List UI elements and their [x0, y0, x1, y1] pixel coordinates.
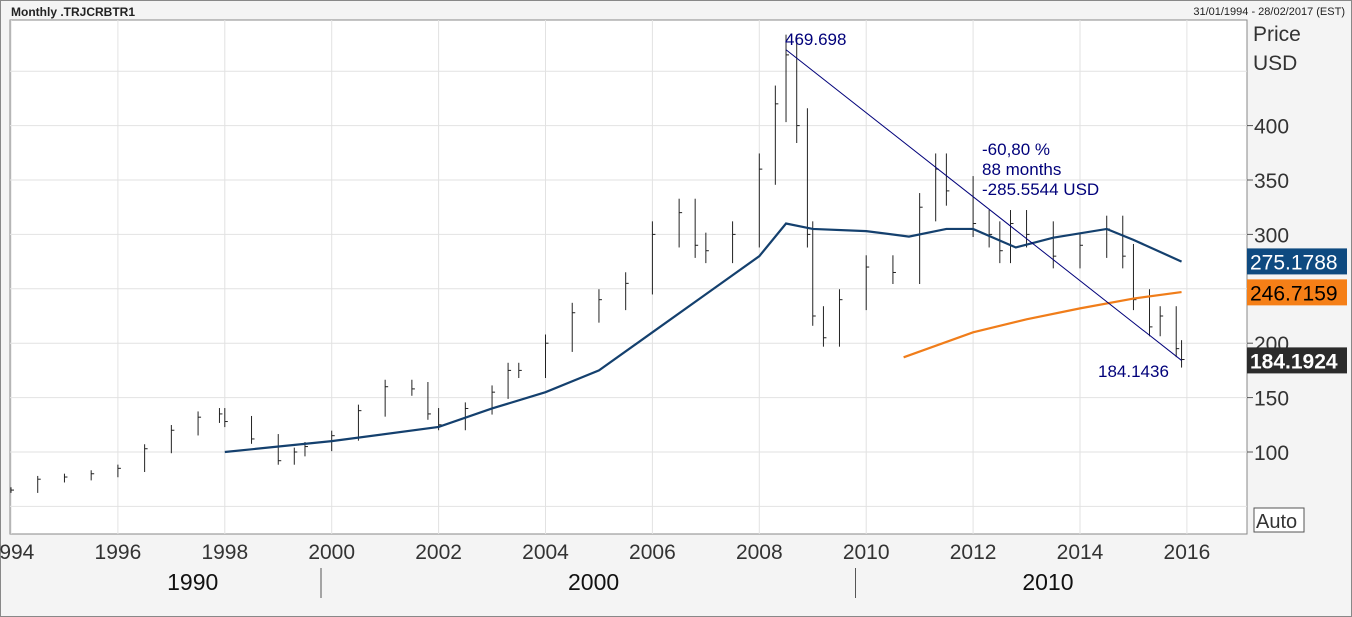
last-value-tag	[1247, 248, 1347, 275]
x-tick-label: 2014	[1057, 541, 1104, 564]
last-value-label: 184.1924	[1250, 350, 1338, 373]
trend-stat: 88 months	[982, 160, 1061, 179]
decade-label: 1990	[167, 569, 218, 595]
x-tick-label: 2002	[415, 541, 462, 564]
trend-high-label: 469.698	[785, 30, 846, 49]
chart-title: Monthly .TRJCRBTR1	[11, 5, 135, 19]
x-tick-label: 2016	[1164, 541, 1211, 564]
y-axis-label: Price	[1253, 23, 1301, 46]
x-tick-label: 1998	[201, 541, 248, 564]
last-value-label: 275.1788	[1250, 251, 1338, 274]
decade-label: 2000	[568, 569, 619, 595]
y-tick-label: 350	[1254, 170, 1289, 193]
y-tick-label: 400	[1254, 116, 1289, 139]
decade-label: 2010	[1022, 569, 1073, 595]
y-tick-label: 150	[1254, 388, 1289, 411]
x-tick-label: 1996	[95, 541, 142, 564]
x-tick-label: 2000	[308, 541, 355, 564]
x-tick-label: 2008	[736, 541, 783, 564]
moving-average-line-1	[224, 222, 1183, 454]
last-value-label: 246.7159	[1250, 282, 1338, 305]
last-value-tag	[1247, 279, 1347, 306]
auto-scale-label[interactable]: Auto	[1256, 511, 1297, 533]
y-tick-label: 300	[1254, 224, 1289, 247]
x-tick-label: 2006	[629, 541, 676, 564]
x-tick-label: 2004	[522, 541, 569, 564]
trend-low-label: 184.1436	[1098, 362, 1169, 381]
last-value-tag	[1247, 347, 1347, 374]
auto-scale-button[interactable]	[1253, 507, 1305, 533]
y-tick-label: 100	[1254, 442, 1289, 465]
trend-stat: -60,80 %	[982, 140, 1050, 159]
trend-stat: -285.5544 USD	[982, 180, 1099, 199]
x-tick-label: 2010	[843, 541, 890, 564]
moving-average-line-2	[903, 290, 1182, 359]
plot-area	[9, 19, 1248, 535]
x-tick-label: 2012	[950, 541, 997, 564]
trend-line	[785, 49, 1182, 361]
y-axis-label: USD	[1253, 52, 1297, 75]
x-tick-label: 1994	[0, 541, 35, 564]
date-range: 31/01/1994 - 28/02/2017 (EST)	[1193, 6, 1345, 18]
